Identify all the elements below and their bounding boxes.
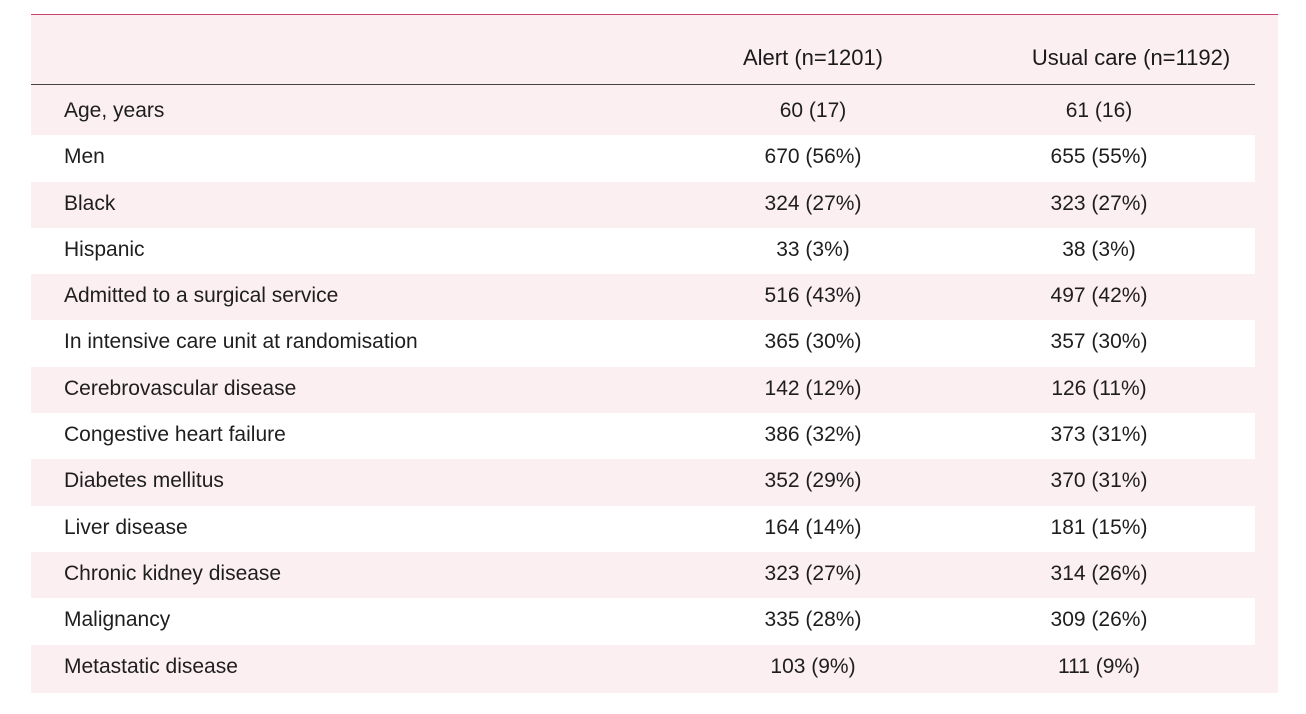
table-row: Metastatic disease 103 (9%) 111 (9%) — [31, 645, 1255, 691]
table-row: Hispanic 33 (3%) 38 (3%) — [31, 227, 1255, 275]
usual-care-value: 61 (16) — [1065, 99, 1133, 122]
table-body: Age, years 60 (17) 61 (16) Men 670 (56%)… — [31, 89, 1255, 691]
alert-value: 670 (56%) — [764, 145, 862, 169]
row-label: Age, years — [64, 99, 165, 122]
usual-care-value: 370 (31%) — [1050, 469, 1148, 493]
table-row: Malignancy 335 (28%) 309 (26%) — [31, 598, 1255, 645]
table-row: Black 324 (27%) 323 (27%) — [31, 182, 1255, 228]
row-label: Men — [64, 145, 105, 169]
table-row: Diabetes mellitus 352 (29%) 370 (31%) — [31, 459, 1255, 505]
usual-care-value: 373 (31%) — [1050, 423, 1148, 447]
row-label: Chronic kidney disease — [64, 561, 282, 585]
usual-care-value: 111 (9%) — [1057, 654, 1141, 678]
alert-value: 335 (28%) — [764, 608, 862, 632]
usual-care-value: 126 (11%) — [1051, 376, 1147, 400]
alert-value: 103 (9%) — [770, 654, 856, 678]
alert-value: 60 (17) — [779, 99, 847, 122]
table-row: Chronic kidney disease 323 (27%) 314 (26… — [31, 552, 1255, 598]
table-row: Age, years 60 (17) 61 (16) — [31, 89, 1255, 135]
usual-care-value: 38 (3%) — [1062, 237, 1136, 261]
alert-value: 516 (43%) — [764, 284, 862, 308]
column-header-usual-care: Usual care (n=1192) — [1031, 45, 1231, 70]
table-row: Congestive heart failure 386 (32%) 373 (… — [31, 413, 1255, 460]
alert-value: 386 (32%) — [764, 423, 862, 447]
usual-care-value: 314 (26%) — [1050, 561, 1148, 585]
usual-care-value: 357 (30%) — [1050, 330, 1148, 354]
table-header: Alert (n=1201) Usual care (n=1192) — [31, 15, 1255, 85]
alert-value: 33 (3%) — [776, 237, 850, 261]
alert-value: 323 (27%) — [764, 561, 862, 585]
row-label: Congestive heart failure — [64, 423, 286, 447]
baseline-characteristics-table: Alert (n=1201) Usual care (n=1192) Age, … — [31, 14, 1278, 693]
usual-care-value: 497 (42%) — [1050, 284, 1148, 308]
table-row: Men 670 (56%) 655 (55%) — [31, 135, 1255, 182]
row-label: Hispanic — [64, 237, 145, 261]
usual-care-value: 181 (15%) — [1050, 515, 1148, 539]
usual-care-value: 309 (26%) — [1050, 608, 1148, 632]
row-label: Black — [64, 191, 116, 215]
usual-care-value: 323 (27%) — [1050, 191, 1148, 215]
row-label: Diabetes mellitus — [64, 469, 224, 493]
table-row: Liver disease 164 (14%) 181 (15%) — [31, 505, 1255, 552]
row-label: Liver disease — [64, 515, 188, 539]
row-label: In intensive care unit at randomisation — [64, 330, 418, 354]
alert-value: 164 (14%) — [764, 515, 862, 539]
row-label: Metastatic disease — [64, 654, 238, 678]
alert-value: 324 (27%) — [764, 191, 862, 215]
table-row: Cerebrovascular disease 142 (12%) 126 (1… — [31, 367, 1255, 413]
row-label: Malignancy — [64, 608, 171, 632]
row-label: Cerebrovascular disease — [64, 376, 297, 400]
alert-value: 352 (29%) — [764, 469, 862, 493]
alert-value: 365 (30%) — [764, 330, 862, 354]
column-header-alert: Alert (n=1201) — [742, 45, 884, 70]
alert-value: 142 (12%) — [764, 376, 862, 400]
usual-care-value: 655 (55%) — [1050, 145, 1148, 169]
row-label: Admitted to a surgical service — [64, 284, 339, 308]
table-row: In intensive care unit at randomisation … — [31, 320, 1255, 367]
table-row: Admitted to a surgical service 516 (43%)… — [31, 274, 1255, 320]
